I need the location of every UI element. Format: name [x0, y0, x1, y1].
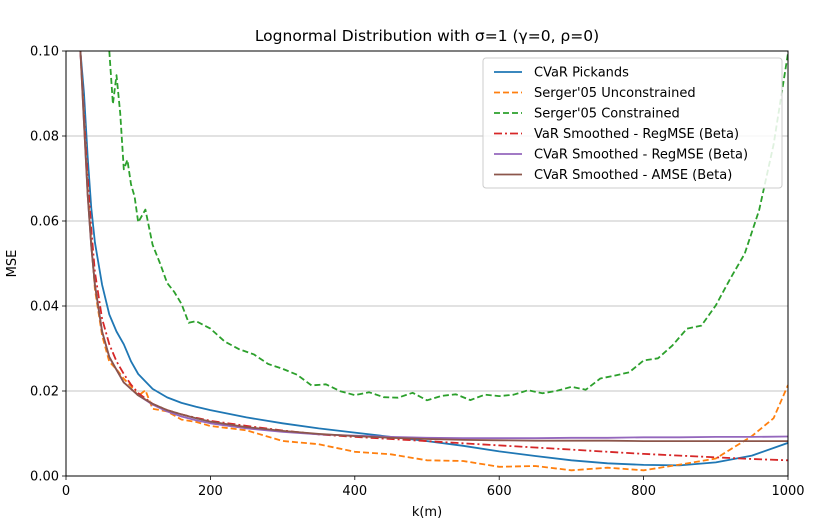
- x-tick-label: 0: [62, 484, 70, 499]
- series-line-0: [79, 51, 788, 467]
- y-tick-label: 0.06: [30, 215, 59, 230]
- legend-label-1: Serger'05 Unconstrained: [534, 86, 696, 101]
- x-tick-label: 800: [631, 484, 656, 499]
- legend-box: [482, 57, 783, 189]
- series-line-5: [79, 51, 788, 443]
- x-tick-label: 600: [487, 484, 512, 499]
- legend-label-3: VaR Smoothed - RegMSE (Beta): [534, 127, 739, 142]
- series-line-2: [108, 51, 788, 402]
- y-tick-label: 0.02: [30, 385, 59, 400]
- y-tick-label: 0.10: [30, 45, 59, 60]
- x-tick-label: 1000: [771, 484, 804, 499]
- chart-title: Lognormal Distribution with σ=1 (γ=0, ρ=…: [255, 27, 599, 45]
- y-axis-label: MSE: [5, 250, 20, 278]
- series-line-3: [79, 51, 788, 462]
- y-tick-label: 0.00: [30, 470, 59, 485]
- x-tick-label: 400: [342, 484, 367, 499]
- legend-label-5: CVaR Smoothed - AMSE (Beta): [534, 168, 732, 183]
- axis-ticks: 0.00 0.02 0.04 0.06 0.08 0.10 0 200 400 600 800 100…: [30, 45, 805, 500]
- series-2: [108, 51, 788, 402]
- x-axis-label: k(m): [412, 505, 442, 519]
- y-tick-label: 0.04: [30, 300, 59, 315]
- series-0: [79, 51, 788, 467]
- series-line-1: [79, 51, 788, 472]
- series-3: [79, 51, 788, 462]
- y-tick-label: 0.08: [30, 130, 59, 145]
- legend: CVaR Pickands Serger'05 Unconstrained Serg…: [482, 57, 783, 189]
- legend-label-0: CVaR Pickands: [534, 66, 629, 81]
- series-5: [79, 51, 788, 443]
- plot-frame: [65, 50, 789, 477]
- x-tick-label: 200: [198, 484, 223, 499]
- series-layer: [79, 51, 788, 472]
- series-1: [79, 51, 788, 472]
- legend-label-2: Serger'05 Constrained: [534, 107, 680, 122]
- legend-label-4: CVaR Smoothed - RegMSE (Beta): [534, 148, 748, 163]
